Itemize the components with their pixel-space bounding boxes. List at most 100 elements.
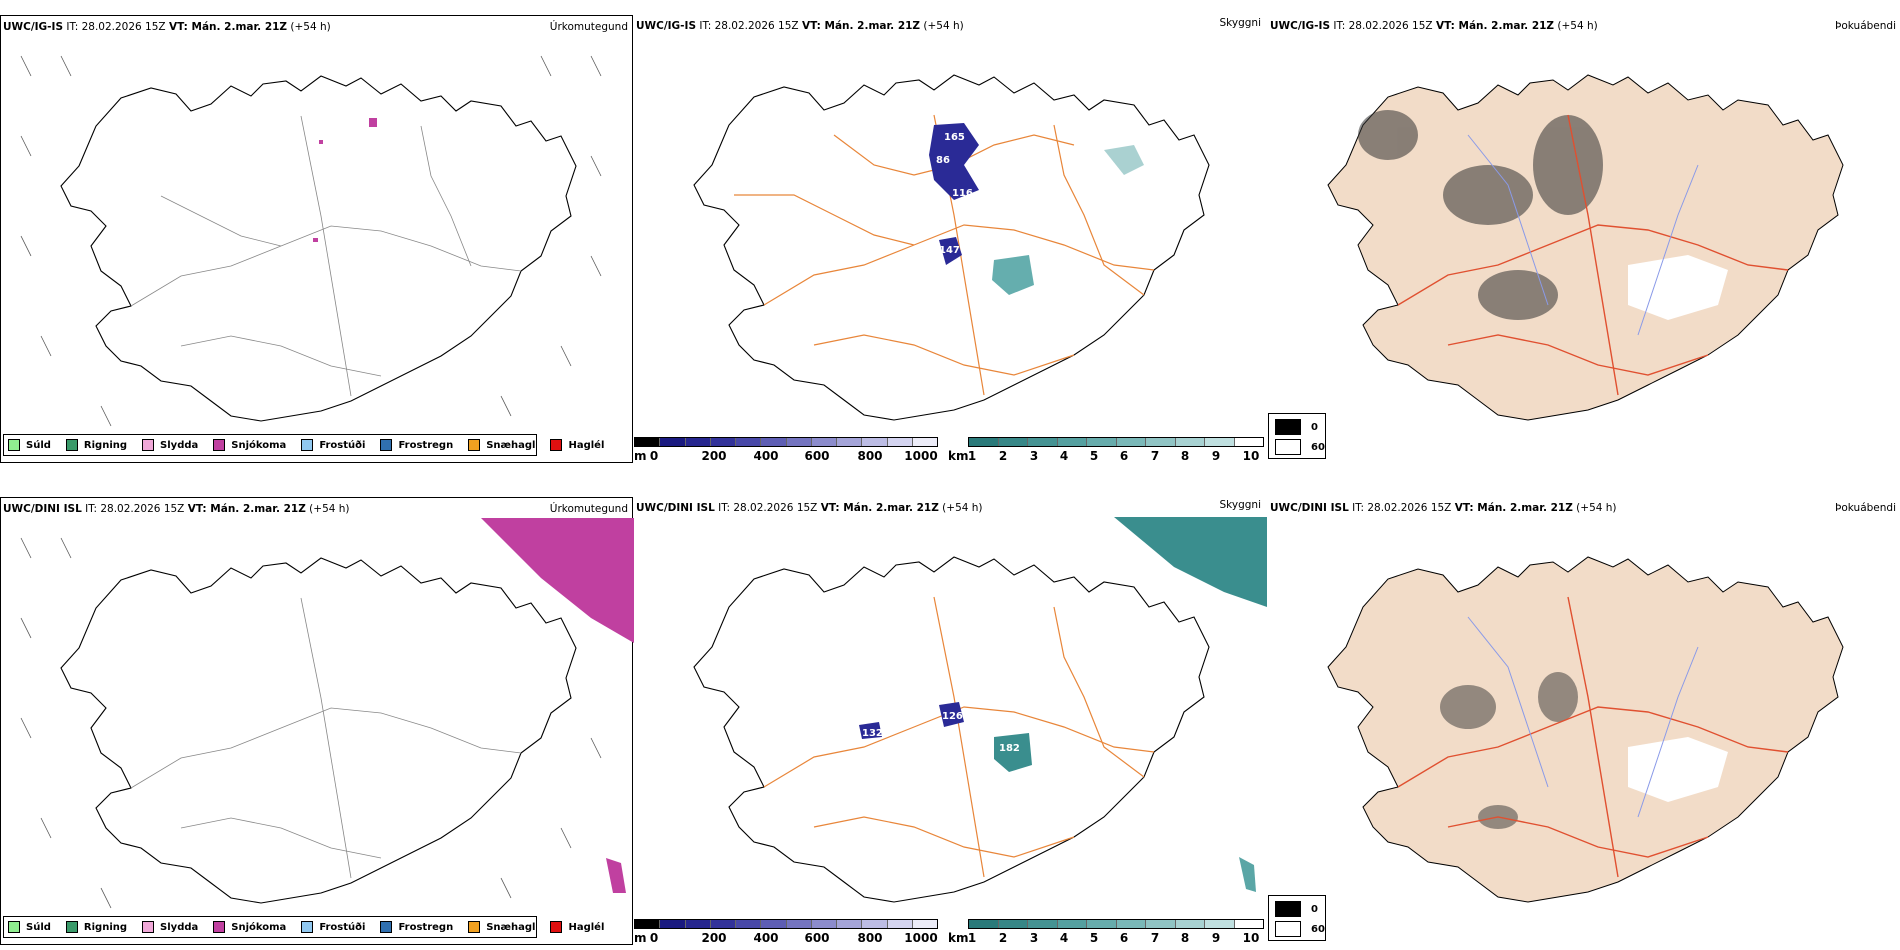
legend-swatch <box>213 439 226 451</box>
fog-key-row: 60 <box>1275 439 1325 455</box>
fog-key-swatch <box>1275 901 1301 917</box>
fog-key-swatch <box>1275 921 1301 937</box>
panel-title-visibility-top: Skyggni <box>1219 17 1262 29</box>
precip-map-top <box>20 55 602 427</box>
fog-panel-bottom: UWC/DINI ISL IT: 28.02.2026 15Z VT: Mán.… <box>1268 497 1900 945</box>
tick-label: 0 <box>649 449 659 463</box>
snow-patches <box>313 118 377 242</box>
tick-label: 4 <box>1059 449 1069 463</box>
roads <box>130 115 522 397</box>
tick-label: 0 <box>649 931 659 945</box>
legend-swatch <box>301 439 314 451</box>
legend-item: Snjókoma <box>213 921 286 933</box>
panel-title-fog-bottom: Þokuábendi <box>1835 502 1896 514</box>
legend-swatch <box>213 921 226 933</box>
tick-label: 6 <box>1119 449 1129 463</box>
tick-label: 6 <box>1119 931 1129 945</box>
ceiling-label: 165 <box>944 132 965 143</box>
fog-map-bottom <box>1327 556 1844 903</box>
colorbar-unit: m <box>634 449 647 463</box>
fog-key-top: 0 60 <box>1268 413 1326 459</box>
tick-label: 1000 <box>904 931 938 945</box>
visibility-map-bottom: 126 132 182 <box>693 517 1267 903</box>
tick-label: 5 <box>1089 449 1099 463</box>
panel-title-precip-top: Úrkomutegund <box>549 21 628 33</box>
legend-swatch <box>301 921 314 933</box>
ceiling-label: 116 <box>952 188 973 199</box>
tick-label: 9 <box>1211 449 1221 463</box>
header-top-fog: UWC/IG-IS IT: 28.02.2026 15Z VT: Mán. 2.… <box>1270 20 1598 32</box>
visibility-colorbar-labels: km 1 2 3 4 5 6 7 8 9 10 <box>948 447 1264 463</box>
wind-barbs <box>20 55 602 427</box>
header-top-visibility: UWC/IG-IS IT: 28.02.2026 15Z VT: Mán. 2.… <box>636 20 964 32</box>
legend-item: Súld <box>8 921 51 933</box>
legend-swatch <box>8 439 20 451</box>
ceiling-label: 132 <box>862 728 883 739</box>
legend-swatch <box>65 921 78 933</box>
tick-label: 400 <box>753 449 779 463</box>
precip-legend-top: Súld Rigning Slydda Snjókoma Frostúði Fr… <box>3 434 604 456</box>
low-visibility-region <box>1114 517 1267 607</box>
tick-label: 800 <box>857 931 883 945</box>
legend-item: Snæhagl <box>468 921 535 933</box>
visibility-panel-bottom: 126 132 182 UWC/DINI ISL IT: 28.02.2026 … <box>634 497 1267 945</box>
visibility-map-top: 165 86 116 147 <box>693 74 1210 421</box>
tick-label: 5 <box>1089 931 1099 945</box>
tick-label: 600 <box>804 931 830 945</box>
colorbar-unit: m <box>634 931 647 945</box>
tick-label: 3 <box>1029 449 1039 463</box>
legend-item: Rigning <box>65 921 127 933</box>
tick-label: 600 <box>804 449 830 463</box>
legend-swatch <box>380 439 393 451</box>
ceiling-label: 126 <box>942 711 963 722</box>
panel-title-visibility-bottom: Skyggni <box>1219 499 1262 511</box>
ceiling-label: 182 <box>999 743 1020 754</box>
colorbar-unit: km <box>948 449 969 463</box>
fog-shading <box>1358 110 1603 320</box>
precip-type-panel-bottom: UWC/DINI ISL IT: 28.02.2026 15Z VT: Mán.… <box>0 497 634 945</box>
tick-label: 8 <box>1180 449 1190 463</box>
legend-swatch <box>468 439 481 451</box>
header-bottom-precip: UWC/DINI ISL IT: 28.02.2026 15Z VT: Mán.… <box>3 503 350 515</box>
tick-label: 1 <box>967 449 977 463</box>
legend-swatch <box>550 439 563 451</box>
tick-label: 10 <box>1242 931 1260 945</box>
legend-swatch <box>142 439 155 451</box>
tick-label: 800 <box>857 449 883 463</box>
low-visibility-region <box>1239 857 1256 892</box>
roads <box>130 597 522 879</box>
header-bottom-visibility: UWC/DINI ISL IT: 28.02.2026 15Z VT: Mán.… <box>636 502 983 514</box>
ceiling-colorbar-labels: m 0 200 400 600 800 1000 <box>634 447 938 463</box>
tick-label: 7 <box>1150 449 1160 463</box>
legend-item: Frostúði <box>301 921 365 933</box>
legend-swatch <box>550 921 563 933</box>
ceiling-colorbar-cells <box>634 437 938 447</box>
precip-map-bottom <box>20 518 634 909</box>
ceiling-labels: 165 86 116 147 <box>936 132 973 256</box>
legend-item: Haglél <box>550 439 604 451</box>
low-ceiling-areas <box>859 702 964 739</box>
legend-swatch <box>468 921 481 933</box>
visibility-colorbar-labels: km 1 2 3 4 5 6 7 8 9 10 <box>948 929 1264 945</box>
legend-item: Slydda <box>142 439 198 451</box>
header-top-precip: UWC/IG-IS IT: 28.02.2026 15Z VT: Mán. 2.… <box>3 21 331 33</box>
tick-label: 1 <box>967 931 977 945</box>
tick-label: 200 <box>701 449 727 463</box>
fog-map-top <box>1327 74 1844 421</box>
legend-item: Snjókoma <box>213 439 286 451</box>
legend-item: Frostúði <box>301 439 365 451</box>
header-bottom-fog: UWC/DINI ISL IT: 28.02.2026 15Z VT: Mán.… <box>1270 502 1617 514</box>
wind-barbs <box>20 537 602 909</box>
ceiling-labels: 126 132 182 <box>862 711 1020 754</box>
iceland-land <box>1327 74 1844 421</box>
tick-label: 2 <box>998 449 1008 463</box>
legend-item: Slydda <box>142 921 198 933</box>
low-visibility-areas <box>992 145 1144 295</box>
legend-item: Snæhagl <box>468 439 535 451</box>
iceland-outline <box>693 74 1210 421</box>
tick-label: 4 <box>1059 931 1069 945</box>
visibility-colorbar-cells <box>968 437 1264 447</box>
legend-item: Frostregn <box>380 921 453 933</box>
low-ceiling-areas <box>929 123 979 265</box>
ceiling-colorbar-cells <box>634 919 938 929</box>
